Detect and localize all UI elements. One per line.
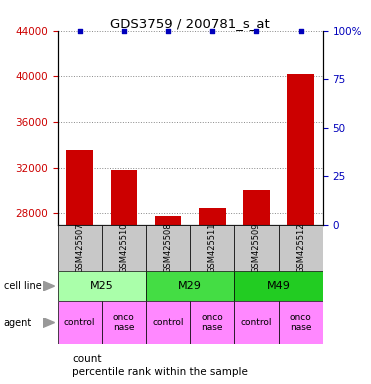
Text: M49: M49 xyxy=(267,281,290,291)
Text: M25: M25 xyxy=(90,281,114,291)
Bar xyxy=(155,215,181,384)
Bar xyxy=(279,301,323,344)
Text: GSM425511: GSM425511 xyxy=(208,222,217,273)
Point xyxy=(121,28,127,34)
Text: control: control xyxy=(64,318,95,327)
Bar xyxy=(58,225,102,271)
Bar xyxy=(146,301,190,344)
Text: M29: M29 xyxy=(178,281,202,291)
Polygon shape xyxy=(43,281,55,291)
Title: GDS3759 / 200781_s_at: GDS3759 / 200781_s_at xyxy=(110,17,270,30)
Text: control: control xyxy=(241,318,272,327)
Point xyxy=(209,28,215,34)
Bar xyxy=(111,170,137,384)
Text: onco
nase: onco nase xyxy=(290,313,312,332)
Point xyxy=(298,28,303,34)
Bar xyxy=(288,74,314,384)
Bar xyxy=(102,225,146,271)
Bar xyxy=(146,271,234,301)
Bar xyxy=(102,301,146,344)
Point xyxy=(253,28,259,34)
Text: cell line: cell line xyxy=(4,281,42,291)
Bar xyxy=(279,225,323,271)
Bar xyxy=(234,271,323,301)
Bar xyxy=(58,301,102,344)
Text: count: count xyxy=(72,354,102,364)
Point xyxy=(77,28,83,34)
Text: agent: agent xyxy=(4,318,32,328)
Bar xyxy=(146,225,190,271)
Polygon shape xyxy=(43,318,55,328)
Text: onco
nase: onco nase xyxy=(113,313,135,332)
Bar xyxy=(243,190,270,384)
Text: percentile rank within the sample: percentile rank within the sample xyxy=(72,367,248,377)
Bar xyxy=(234,225,279,271)
Text: GSM425507: GSM425507 xyxy=(75,222,84,273)
Bar xyxy=(190,225,234,271)
Text: GSM425509: GSM425509 xyxy=(252,222,261,273)
Text: control: control xyxy=(152,318,184,327)
Bar xyxy=(66,151,93,384)
Bar xyxy=(234,301,279,344)
Text: onco
nase: onco nase xyxy=(201,313,223,332)
Bar xyxy=(58,271,146,301)
Bar xyxy=(190,301,234,344)
Point xyxy=(165,28,171,34)
Bar xyxy=(199,207,226,384)
Text: GSM425510: GSM425510 xyxy=(119,222,128,273)
Text: GSM425512: GSM425512 xyxy=(296,222,305,273)
Text: GSM425508: GSM425508 xyxy=(164,222,173,273)
